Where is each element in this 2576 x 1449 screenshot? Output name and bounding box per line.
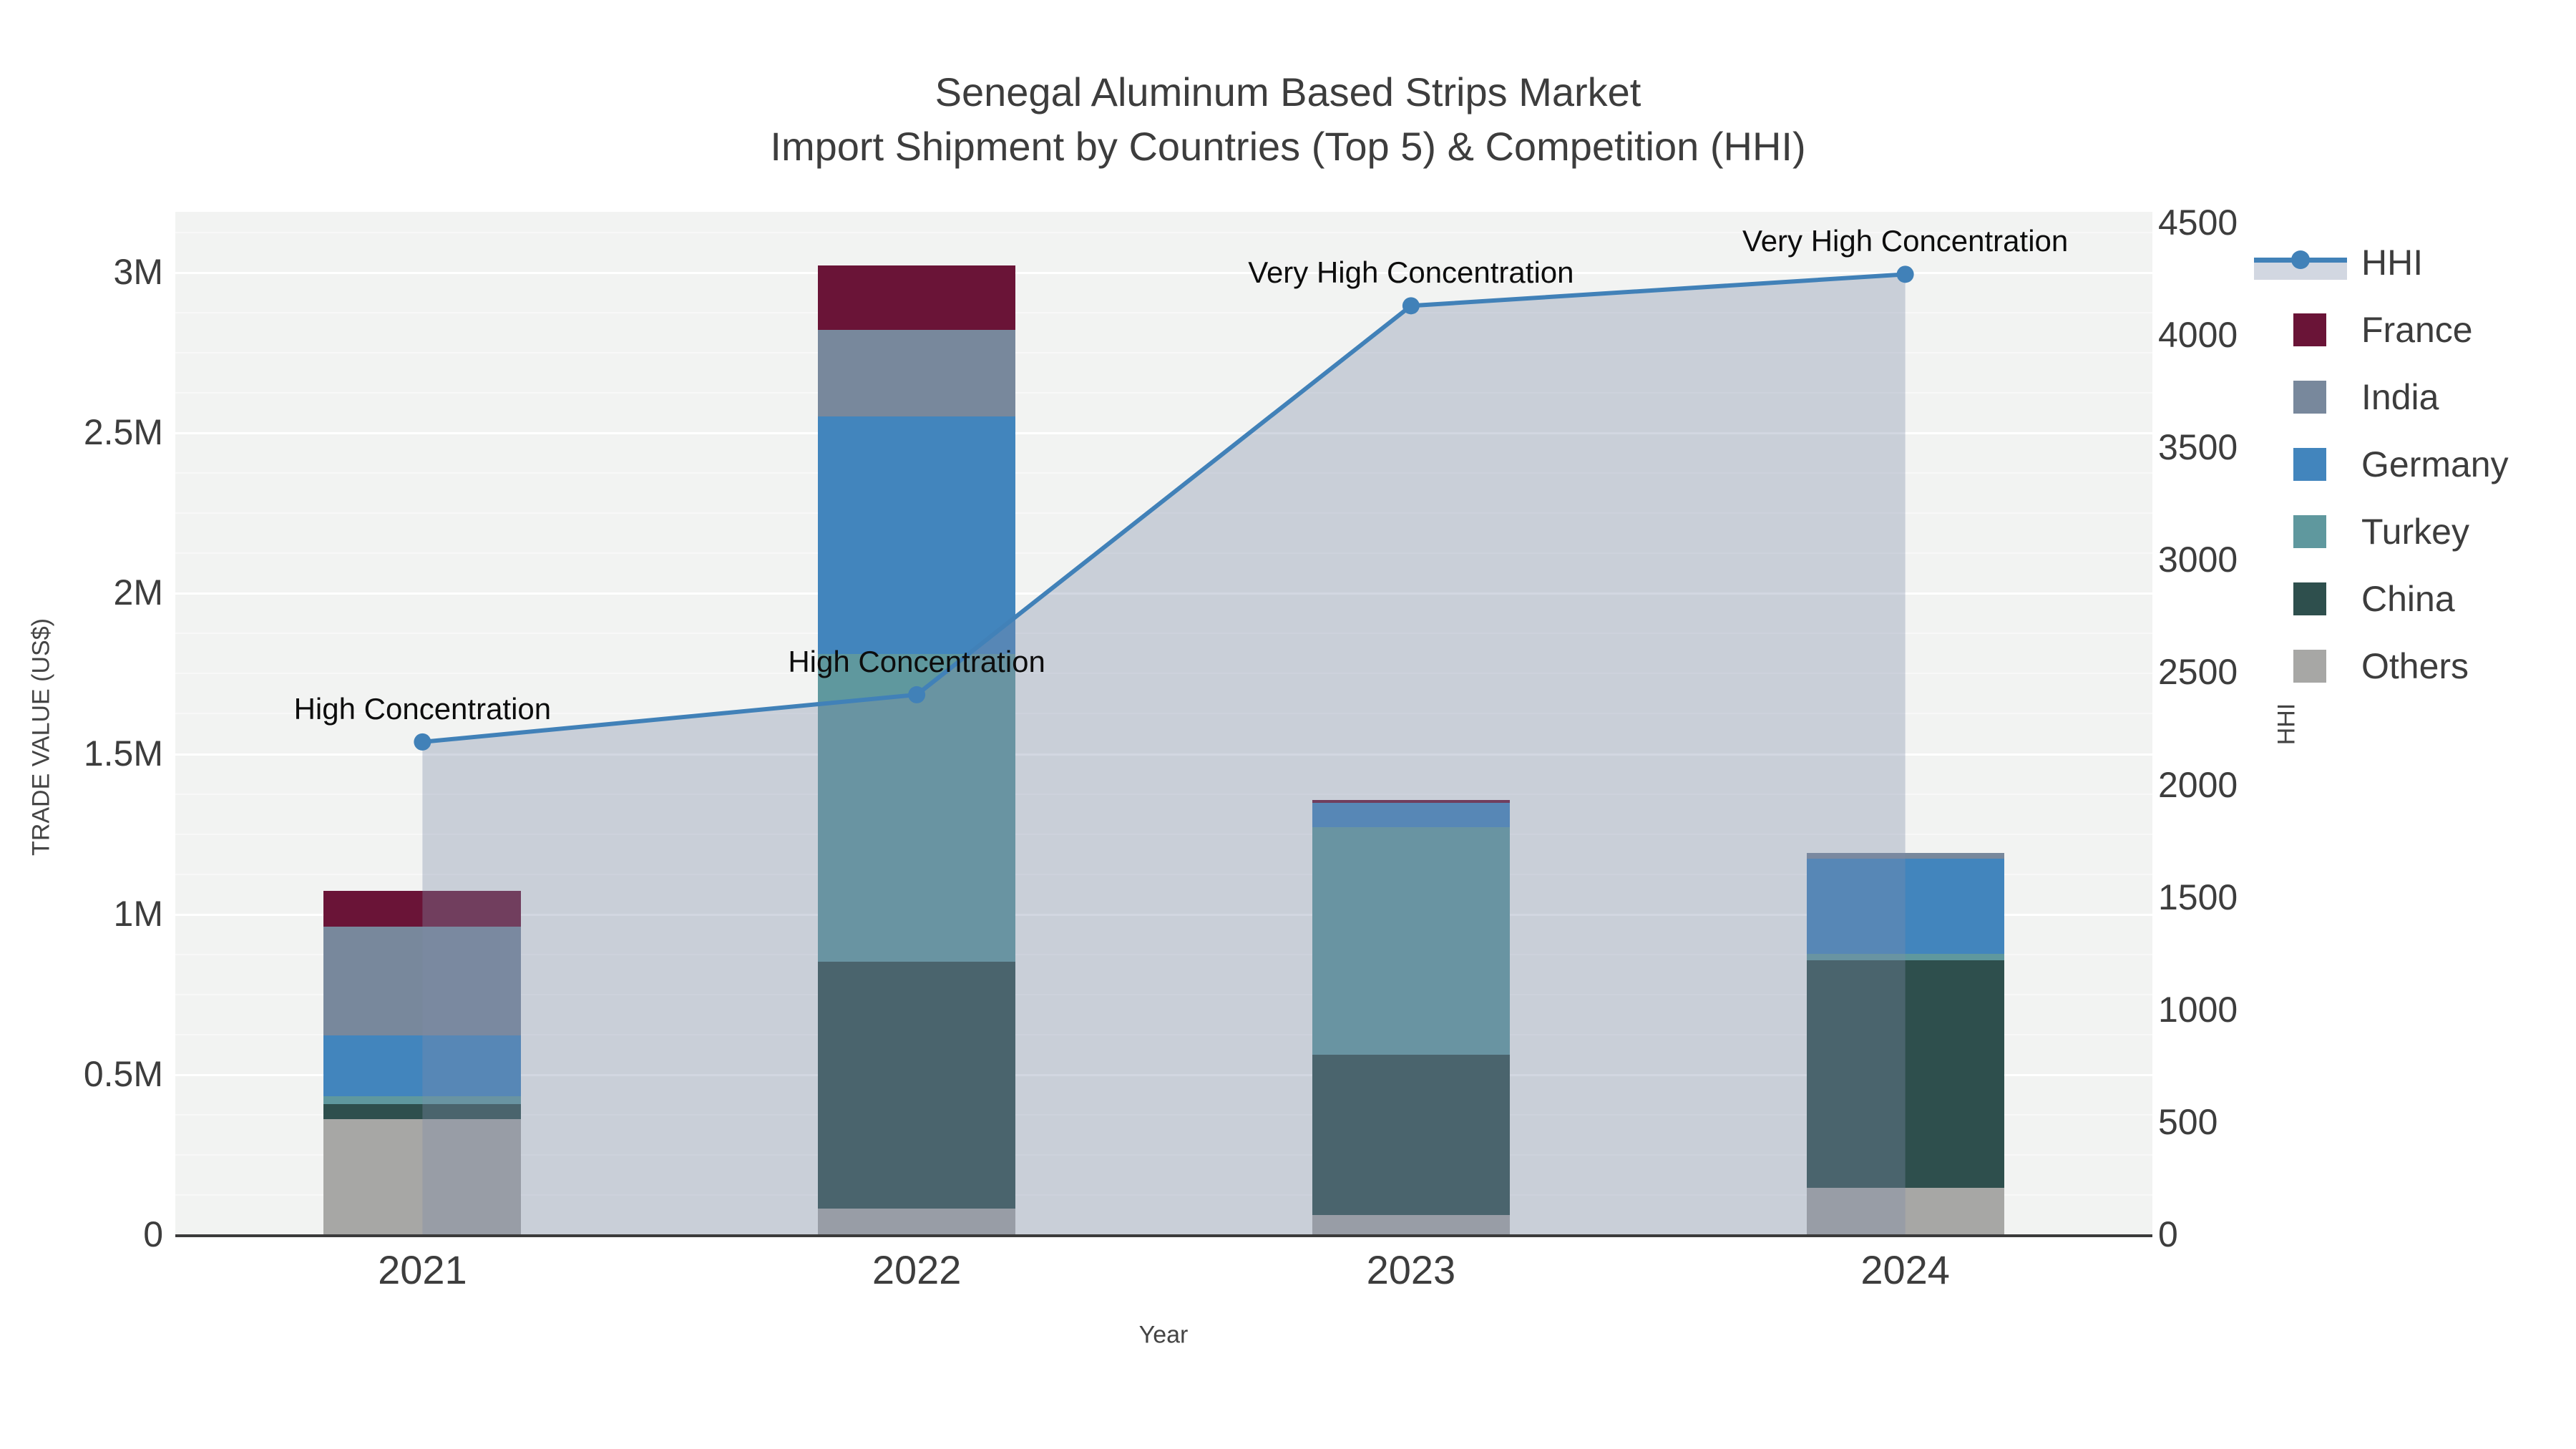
legend-swatch-turkey (2293, 515, 2326, 548)
annotation-2023: Very High Concentration (1248, 255, 1574, 290)
legend-swatch-germany (2293, 448, 2326, 481)
x-tick-label-2022: 2022 (872, 1247, 962, 1292)
legend-swatch-others (2293, 650, 2326, 683)
gridline-minor (175, 1033, 2152, 1035)
legend-label-china: China (2361, 579, 2455, 619)
y2-tick-label-3000: 3000 (2158, 540, 2238, 580)
y2-axis-title: HHI (2273, 703, 2301, 746)
y-tick-label-0: 0 (143, 1214, 163, 1254)
y2-tick-label-4000: 4000 (2158, 315, 2238, 356)
legend-label-hhi: HHI (2361, 243, 2424, 283)
y-axis-title: TRADE VALUE (US$) (27, 618, 55, 856)
bar-2022 (818, 212, 1016, 1234)
legend-label-germany: Germany (2361, 444, 2509, 484)
bar-segment-turkey-2024 (1806, 953, 2004, 960)
y2-tick-label-1500: 1500 (2158, 877, 2238, 917)
bar-segment-india-2024 (1806, 852, 2004, 859)
gridline-minor (175, 873, 2152, 875)
legend-hhi-marker-swatch (2291, 250, 2310, 269)
annotation-2022: High Concentration (788, 644, 1045, 678)
x-axis-title: Year (1138, 1321, 1189, 1349)
y2-tick-label-2000: 2000 (2158, 764, 2238, 805)
bar-segment-germany-2022 (818, 416, 1016, 654)
legend-swatch-china (2293, 582, 2326, 615)
y2-tick-label-2500: 2500 (2158, 652, 2238, 693)
bar-segment-others-2023 (1312, 1215, 1510, 1234)
bar-segment-france-2021 (323, 891, 522, 927)
bar-segment-others-2024 (1806, 1188, 2004, 1234)
legend-label-india: India (2361, 377, 2439, 417)
annotation-2024: Very High Concentration (1742, 224, 2069, 258)
y-tick-label-2.5M: 2.5M (83, 412, 163, 453)
y-tick-label-1M: 1M (113, 893, 163, 934)
chart-title-line1: Senegal Aluminum Based Strips Market (935, 69, 1641, 114)
bar-2023 (1312, 212, 1510, 1234)
gridline-minor (175, 1113, 2152, 1116)
bar-2024 (1806, 212, 2004, 1234)
y-tick-label-2M: 2M (113, 572, 163, 613)
y-tick-label-3M: 3M (113, 252, 163, 293)
legend-swatch-france (2293, 313, 2326, 346)
bar-segment-others-2022 (818, 1209, 1016, 1234)
bar-segment-france-2022 (818, 265, 1016, 330)
bar-segment-others-2021 (323, 1118, 522, 1234)
x-tick-label-2023: 2023 (1366, 1247, 1456, 1292)
legend-hhi-sample (2254, 243, 2347, 283)
annotation-2021: High Concentration (293, 691, 552, 726)
gridline-minor (175, 953, 2152, 955)
gridline-major (175, 913, 2152, 916)
bar-segment-turkey-2023 (1312, 826, 1510, 1055)
bar-segment-turkey-2021 (323, 1096, 522, 1105)
bar-segment-india-2022 (818, 329, 1016, 416)
bar-segment-germany-2021 (323, 1035, 522, 1097)
bar-segment-china-2023 (1312, 1054, 1510, 1216)
bar-segment-india-2021 (323, 926, 522, 1036)
y2-tick-label-3500: 3500 (2158, 427, 2238, 468)
gridline-minor (175, 793, 2152, 795)
x-tick-label-2021: 2021 (378, 1247, 467, 1292)
gridline-minor (175, 833, 2152, 835)
chart-title-line2: Import Shipment by Countries (Top 5) & C… (770, 124, 1806, 169)
legend-label-france: France (2361, 310, 2473, 350)
gridline-minor (175, 232, 2152, 234)
bar-2021 (323, 212, 522, 1234)
gridline-minor (175, 1194, 2152, 1196)
y2-tick-label-1000: 1000 (2158, 989, 2238, 1030)
gridline-major (175, 753, 2152, 756)
bar-segment-china-2022 (818, 961, 1016, 1209)
y2-tick-label-500: 500 (2158, 1101, 2218, 1142)
gridline-major (175, 1073, 2152, 1076)
y2-tick-label-4500: 4500 (2158, 203, 2238, 243)
bar-segment-turkey-2022 (818, 653, 1016, 962)
bar-segment-germany-2023 (1312, 803, 1510, 827)
x-tick-label-2024: 2024 (1860, 1247, 1950, 1292)
bar-segment-china-2021 (323, 1104, 522, 1119)
legend-swatch-india (2293, 381, 2326, 414)
legend-label-others: Others (2361, 646, 2469, 686)
bar-segment-germany-2024 (1806, 859, 2004, 954)
bar-segment-china-2024 (1806, 960, 2004, 1188)
y-tick-label-1.5M: 1.5M (83, 733, 163, 774)
legend-label-turkey: Turkey (2361, 512, 2469, 552)
bar-segment-france-2023 (1312, 799, 1510, 804)
y2-tick-label-0: 0 (2158, 1214, 2178, 1254)
gridline-minor (175, 1153, 2152, 1156)
gridline-minor (175, 993, 2152, 995)
y-tick-label-0.5M: 0.5M (83, 1053, 163, 1094)
